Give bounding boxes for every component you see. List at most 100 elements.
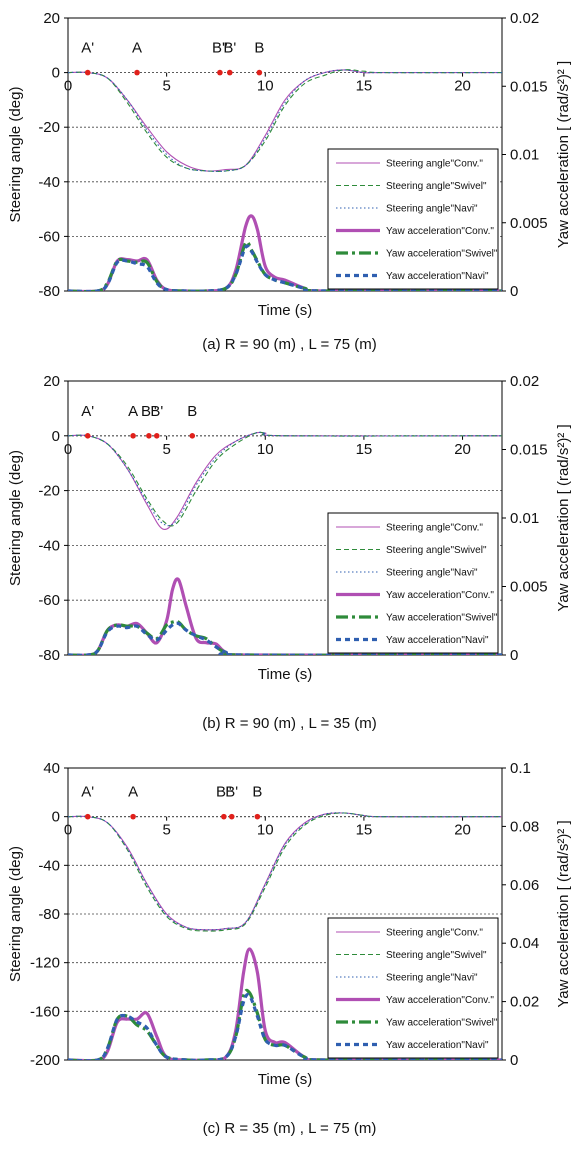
y2-tick-label: 0.1 bbox=[510, 760, 531, 777]
event-marker-label: A bbox=[128, 403, 138, 420]
legend-label: Steering angle"Navi" bbox=[386, 568, 478, 579]
event-marker-label: B'' bbox=[212, 40, 228, 57]
y-tick-label: -80 bbox=[38, 906, 60, 923]
y2-tick-label: 0.015 bbox=[510, 442, 548, 459]
legend-label: Yaw acceleration"Conv." bbox=[386, 226, 494, 237]
event-marker-label: B bbox=[187, 403, 197, 420]
x-tick-label: 10 bbox=[257, 822, 274, 839]
event-marker-label: B' bbox=[225, 784, 238, 801]
series-line bbox=[68, 993, 502, 1060]
x-tick-label: 20 bbox=[454, 78, 471, 95]
x-tick-label: 15 bbox=[356, 78, 373, 95]
y-tick-label: -160 bbox=[30, 1003, 60, 1020]
series-line bbox=[68, 947, 502, 1060]
x-tick-label: 0 bbox=[64, 441, 72, 458]
x-tick-label: 15 bbox=[356, 441, 373, 458]
y2-tick-label: 0.02 bbox=[510, 373, 539, 390]
event-marker bbox=[134, 69, 140, 76]
x-tick-label: 10 bbox=[257, 78, 274, 95]
legend-label: Steering angle"Conv." bbox=[386, 159, 483, 170]
legend-label: Yaw acceleration"Conv." bbox=[386, 590, 494, 601]
event-marker bbox=[217, 69, 223, 76]
legend-label: Yaw acceleration"Navi" bbox=[386, 635, 489, 646]
event-marker-label: A' bbox=[81, 784, 94, 801]
x-tick-label: 15 bbox=[356, 822, 373, 839]
legend-label: Steering angle"Conv." bbox=[386, 928, 483, 939]
x-tick-label: 5 bbox=[162, 78, 170, 95]
x-axis-label: Time (s) bbox=[258, 666, 312, 683]
event-marker bbox=[221, 813, 227, 820]
y-axis-label: Steering angle (deg) bbox=[7, 450, 24, 586]
event-marker bbox=[254, 813, 261, 820]
y2-tick-label: 0.005 bbox=[510, 579, 548, 596]
series-line bbox=[68, 431, 502, 527]
legend-box bbox=[327, 512, 499, 654]
y-tick-label: 20 bbox=[43, 10, 60, 27]
y-tick-label: 0 bbox=[52, 809, 60, 826]
chart-panel-2: 40 0 -40 -80 -120 -160 -200 0.1 0.08 0.06 0.04 0.02… bbox=[7, 760, 572, 1088]
y-tick-label: -200 bbox=[30, 1052, 60, 1069]
legend-label: Yaw acceleration"Navi" bbox=[386, 271, 489, 282]
y-tick-label: -60 bbox=[38, 228, 60, 245]
legend-label: Steering angle"Swivel" bbox=[386, 181, 487, 192]
y-tick-label: -120 bbox=[30, 955, 60, 972]
y2-axis-label: Yaw acceleration [ (rad/s²)² ] bbox=[555, 820, 572, 1007]
event-marker-label: A' bbox=[81, 403, 94, 420]
series-line bbox=[68, 69, 502, 172]
y2-tick-label: 0.005 bbox=[510, 215, 548, 232]
y-axis-label: Steering angle (deg) bbox=[7, 846, 24, 982]
legend-label: Yaw acceleration"Swivel" bbox=[386, 613, 498, 624]
series-line bbox=[68, 431, 502, 527]
event-marker-label: B' bbox=[223, 40, 236, 57]
event-marker-label: B' bbox=[150, 403, 163, 420]
y2-tick-label: 0 bbox=[510, 1052, 518, 1069]
event-marker bbox=[130, 433, 136, 439]
series-line bbox=[68, 244, 502, 291]
y-tick-label: -80 bbox=[38, 647, 60, 664]
event-marker-label: B bbox=[252, 784, 262, 801]
y-tick-label: -80 bbox=[38, 283, 60, 300]
event-marker bbox=[256, 69, 263, 76]
event-marker-label: B'' bbox=[141, 403, 157, 420]
series-line bbox=[68, 812, 502, 932]
series-line bbox=[68, 812, 502, 931]
legend-label: Steering angle"Conv." bbox=[386, 523, 483, 534]
legend-label: Steering angle"Swivel" bbox=[386, 950, 487, 961]
x-tick-label: 10 bbox=[257, 441, 274, 458]
x-tick-label: 5 bbox=[162, 822, 170, 839]
caption-a: (a) R = 90 (m) , L = 75 (m) bbox=[202, 336, 377, 353]
y2-tick-label: 0.015 bbox=[510, 78, 548, 95]
y-tick-label: -20 bbox=[38, 119, 60, 136]
y-tick-label: 40 bbox=[43, 760, 60, 777]
event-marker bbox=[130, 813, 136, 820]
legend-box bbox=[327, 148, 499, 290]
y2-tick-label: 0.01 bbox=[510, 147, 539, 164]
event-marker-label: A' bbox=[81, 40, 94, 57]
x-tick-label: 0 bbox=[64, 78, 72, 95]
y2-tick-label: 0 bbox=[510, 283, 518, 300]
y2-tick-label: 0.02 bbox=[510, 994, 539, 1011]
legend-label: Yaw acceleration"Navi" bbox=[386, 1040, 489, 1051]
event-marker bbox=[84, 813, 91, 820]
legend-label: Yaw acceleration"Swivel" bbox=[386, 1018, 498, 1029]
y-tick-label: 20 bbox=[43, 373, 60, 390]
event-marker bbox=[226, 69, 233, 76]
x-tick-label: 20 bbox=[454, 441, 471, 458]
y-tick-label: -20 bbox=[38, 483, 60, 500]
y2-tick-label: 0 bbox=[510, 647, 518, 664]
series-line bbox=[68, 621, 502, 655]
y-tick-label: -40 bbox=[38, 174, 60, 191]
y-tick-label: 0 bbox=[52, 65, 60, 82]
y2-axis-label: Yaw acceleration [ (rad/s²)² ] bbox=[555, 424, 572, 611]
legend-label: Steering angle"Navi" bbox=[386, 204, 478, 215]
event-marker bbox=[84, 433, 91, 439]
event-marker-label: A bbox=[128, 784, 138, 801]
x-axis-label: Time (s) bbox=[258, 302, 312, 319]
y2-tick-label: 0.02 bbox=[510, 10, 539, 27]
y-tick-label: -40 bbox=[38, 537, 60, 554]
x-tick-label: 5 bbox=[162, 441, 170, 458]
